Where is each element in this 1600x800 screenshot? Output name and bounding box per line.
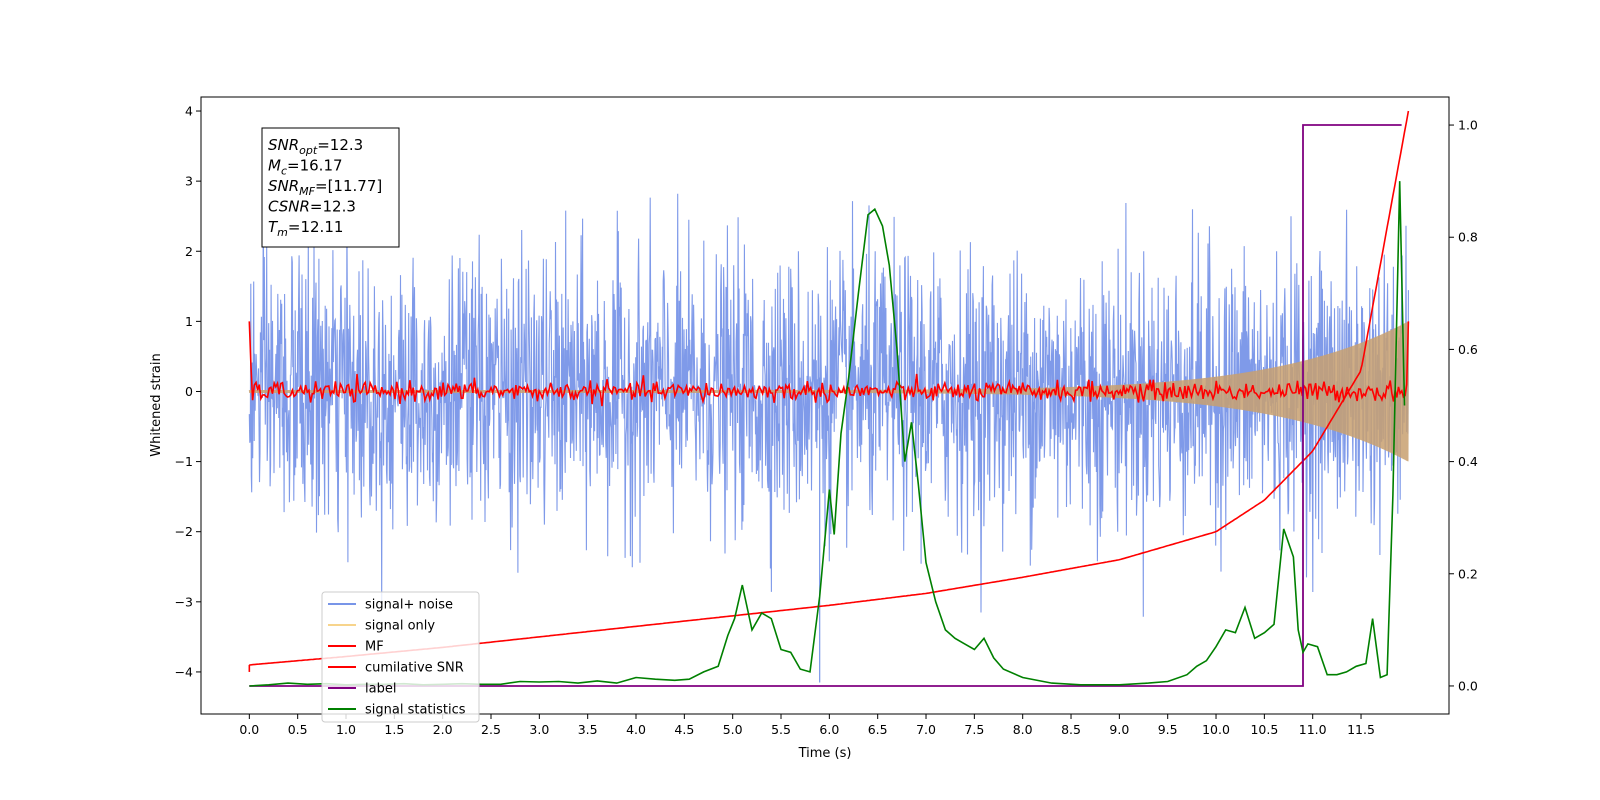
y-tick-label-left: −3: [175, 594, 193, 609]
y-tick-label-left: −2: [175, 524, 193, 539]
legend-label: signal only: [365, 619, 435, 634]
y-tick-label-left: 3: [185, 174, 193, 189]
legend: signal+ noise signal only MF cumilative SNR…: [321, 591, 480, 723]
annotation-box: [261, 127, 400, 248]
annotation-value: =12.3: [317, 136, 363, 154]
annotation-symbol: T: [268, 218, 279, 236]
y-tick-label-right: 0.2: [1458, 566, 1478, 581]
y-tick-label-left: −4: [175, 664, 193, 679]
annotation-symbol: M: [268, 157, 281, 175]
x-tick-label: 9.5: [1158, 722, 1178, 737]
annotation-symbol: CSNR: [268, 198, 310, 216]
x-tick-label: 4.5: [674, 722, 694, 737]
x-axis-label: Time (s): [798, 746, 852, 761]
legend-label: MF: [365, 640, 384, 655]
x-tick-label: 9.0: [1109, 722, 1129, 737]
y-tick-label-right: 0.6: [1458, 342, 1478, 357]
series-signal-noise-line: [248, 193, 1409, 617]
x-tick-label: 3.5: [578, 722, 598, 737]
x-tick-label: 5.0: [723, 722, 743, 737]
annotation-line: CSNR=12.3: [268, 198, 356, 216]
annotation-value: =12.11: [288, 218, 344, 236]
legend-label: label: [365, 682, 396, 697]
annotation-value: =12.3: [310, 198, 356, 216]
series-signal-statistics-line: [249, 181, 1406, 687]
x-tick-label: 11.5: [1347, 722, 1375, 737]
x-tick-label: 6.0: [819, 722, 839, 737]
annotation-subscript: opt: [299, 144, 318, 157]
x-tick-label: 8.5: [1061, 722, 1081, 737]
y-tick-label-left: 4: [185, 104, 193, 119]
stats-annotation-box: SNRopt=12.3Mc=16.17SNRMF=[11.77]CSNR=12.…: [261, 127, 400, 248]
legend-label: signal statistics: [365, 703, 466, 718]
series-mf-line: [248, 321, 1410, 407]
x-tick-label: 1.0: [336, 722, 356, 737]
annotation-line: Mc=16.17: [268, 157, 343, 178]
series-label-line: [249, 124, 1402, 687]
legend-label: signal+ noise: [365, 598, 453, 613]
y-tick-label-right: 0.0: [1458, 678, 1478, 693]
x-tick-label: 2.0: [433, 722, 453, 737]
x-tick-label: 0.0: [239, 722, 259, 737]
x-tick-label: 10.0: [1202, 722, 1230, 737]
legend-label: cumilative SNR: [365, 661, 464, 676]
y-tick-label-left: 1: [185, 314, 193, 329]
axis-ticks: 0.0 0.5 1.0 1.5 2.0 2.5 3.0 3.5 4.0 4.5 5.0 5.5 6.0 6…: [175, 104, 1478, 737]
axes-frame: [200, 96, 1450, 715]
x-tick-label: 4.0: [626, 722, 646, 737]
annotation-line: Tm=12.11: [268, 218, 343, 239]
annotation-line: SNRMF=[11.77]: [268, 177, 382, 198]
y-tick-label-right: 0.8: [1458, 230, 1478, 245]
y-tick-label-left: 2: [185, 244, 193, 259]
x-tick-label: 1.5: [384, 722, 404, 737]
plot-area: [248, 110, 1410, 687]
annotation-subscript: c: [281, 165, 287, 178]
annotation-value: =[11.77]: [315, 177, 382, 195]
x-tick-label: 11.0: [1299, 722, 1327, 737]
x-tick-label: 7.0: [916, 722, 936, 737]
annotation-value: =16.17: [287, 157, 343, 175]
y-tick-label-left: −1: [175, 454, 193, 469]
legend-box: [321, 591, 480, 723]
annotation-line: SNRopt=12.3: [268, 136, 363, 157]
x-tick-label: 2.5: [481, 722, 501, 737]
y-tick-label-right: 1.0: [1458, 118, 1478, 133]
x-tick-label: 10.5: [1250, 722, 1278, 737]
y-tick-label-left: 0: [185, 384, 193, 399]
annotation-symbol: SNR: [268, 136, 299, 154]
annotation-subscript: m: [277, 226, 288, 239]
x-tick-label: 5.5: [771, 722, 791, 737]
annotation-symbol: SNR: [268, 177, 299, 195]
annotation-subscript: MF: [299, 185, 315, 198]
x-tick-label: 8.0: [1013, 722, 1033, 737]
x-tick-label: 7.5: [964, 722, 984, 737]
y-axis-label-left: Whitened strain: [149, 353, 164, 456]
x-tick-label: 0.5: [288, 722, 308, 737]
x-tick-label: 3.0: [529, 722, 549, 737]
y-tick-label-right: 0.4: [1458, 454, 1478, 469]
x-tick-label: 6.5: [868, 722, 888, 737]
